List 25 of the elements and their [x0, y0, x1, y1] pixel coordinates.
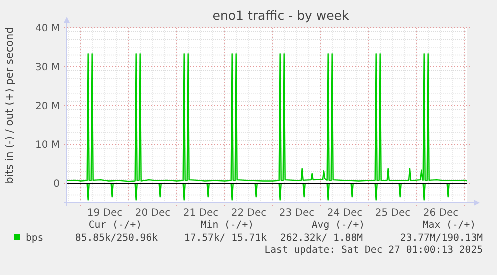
y-tick-label: 0 [54, 179, 60, 190]
y-tick-label: 10 M [35, 140, 60, 152]
text: Min (-/+) [200, 220, 254, 231]
text: Last update: Sat Dec 27 01:00:13 2025 [264, 245, 484, 256]
text: 85.85k/250.96k [75, 233, 158, 244]
x-tick-label: 20 Dec [135, 208, 171, 219]
text: 262.32k/ 1.88M [280, 233, 364, 244]
x-tick-label: 19 Dec [87, 208, 123, 219]
x-tick-label: 21 Dec [183, 208, 219, 219]
y-tick-label: 30 M [35, 62, 60, 74]
text: Avg (-/+) [312, 220, 365, 231]
text: 17.57k/ 15.71k [184, 233, 268, 244]
chart-title: eno1 traffic - by week [212, 8, 350, 23]
y-axis-title: bits in (-) / out (+) per second [4, 27, 16, 184]
text: Cur (-/+) [88, 220, 142, 231]
x-tick-label: 26 Dec [423, 208, 459, 219]
text: Max (-/+) [422, 220, 476, 231]
x-tick-label: 25 Dec [375, 208, 411, 219]
x-tick-label: 23 Dec [279, 208, 315, 219]
legend-label: bps [26, 233, 44, 244]
x-tick-label: 24 Dec [327, 208, 363, 219]
y-tick-label: 40 M [35, 24, 60, 34]
y-tick-label: 20 M [35, 101, 60, 112]
text: 23.77M/190.13M [400, 233, 484, 244]
x-tick-label: 22 Dec [231, 208, 267, 219]
